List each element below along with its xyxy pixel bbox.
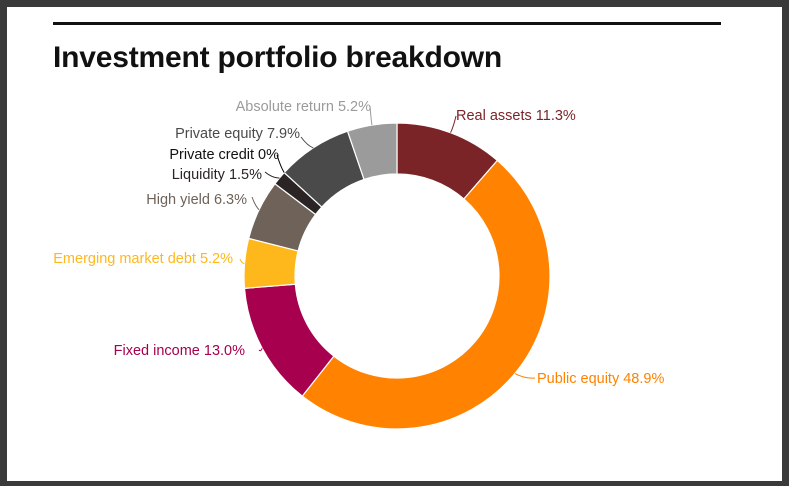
leader-high-yield	[251, 196, 260, 211]
leader-private-equity	[300, 136, 314, 149]
label-fixed-income: Fixed income 13.0%	[114, 343, 245, 359]
leader-emerging-market-debt	[239, 258, 245, 264]
leader-private-credit	[276, 154, 285, 173]
leader-real-assets	[450, 115, 457, 133]
chart-title: Investment portfolio breakdown	[53, 41, 503, 74]
slice-absolute-return	[346, 122, 398, 181]
label-public-equity: Public equity 48.9%	[537, 371, 664, 387]
label-high-yield: High yield 6.3%	[146, 192, 247, 208]
label-real-assets: Real assets 11.3%	[456, 108, 576, 124]
leader-absolute-return	[369, 105, 373, 126]
label-private-equity: Private equity 7.9%	[175, 126, 300, 142]
label-emerging-market-debt: Emerging market debt 5.2%	[53, 251, 233, 267]
label-liquidity: Liquidity 1.5%	[172, 167, 262, 183]
top-rule	[53, 22, 721, 25]
label-absolute-return: Absolute return 5.2%	[236, 99, 372, 115]
leader-public-equity	[514, 373, 536, 379]
leader-liquidity	[264, 171, 280, 179]
label-private-credit: Private credit 0%	[169, 147, 279, 163]
leader-fixed-income	[258, 348, 263, 352]
slice-public-equity	[301, 159, 551, 430]
